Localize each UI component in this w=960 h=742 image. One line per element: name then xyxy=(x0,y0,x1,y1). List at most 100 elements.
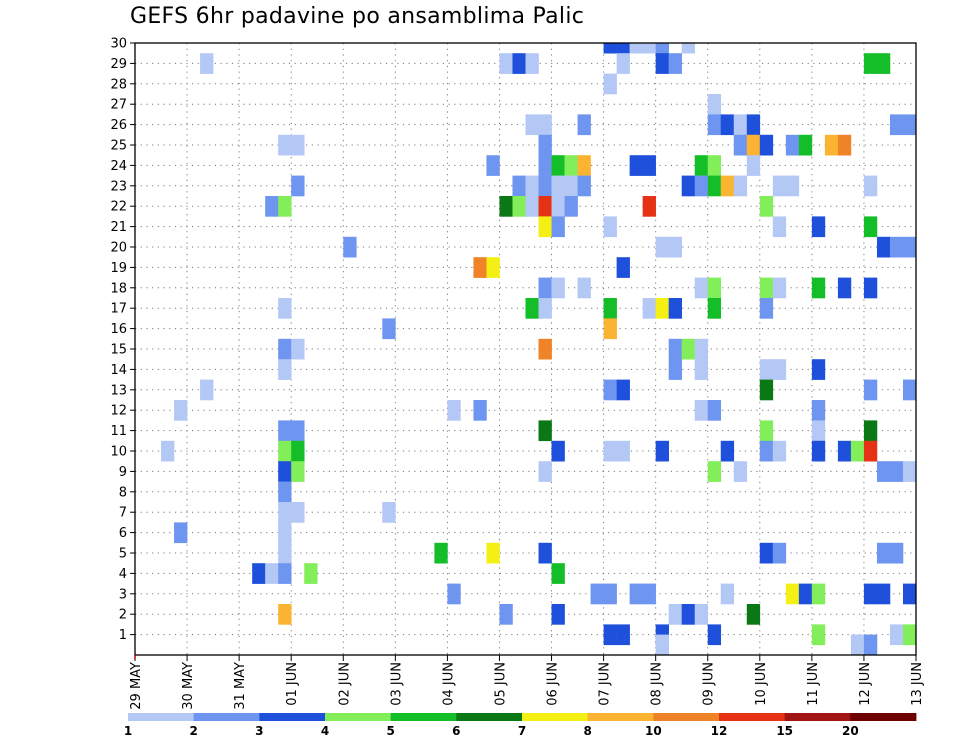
heatmap-cell xyxy=(525,53,539,74)
heatmap-cell xyxy=(902,379,916,401)
heatmap-cell xyxy=(603,43,617,54)
legend-label: 1 xyxy=(124,724,132,738)
heatmap-cell xyxy=(668,298,682,319)
heatmap-cell xyxy=(707,175,722,197)
heatmap-cell xyxy=(278,604,292,625)
heatmap-cell xyxy=(681,43,696,54)
heatmap-cell xyxy=(551,155,565,176)
heatmap-cell xyxy=(759,440,774,462)
heatmap-cell xyxy=(343,236,357,258)
legend-swatch xyxy=(456,713,523,721)
heatmap-cell xyxy=(811,624,826,646)
heatmap-cell xyxy=(642,43,656,54)
heatmap-cell xyxy=(772,359,787,380)
heatmap-cell xyxy=(382,318,396,340)
y-tick-label: 12 xyxy=(110,404,127,419)
heatmap-cell xyxy=(772,216,787,238)
heatmap-cell xyxy=(174,522,188,544)
heatmap-cell xyxy=(278,420,292,442)
y-tick-label: 19 xyxy=(110,261,127,276)
heatmap-cell xyxy=(551,277,565,299)
heatmap-cell xyxy=(759,298,774,319)
heatmap-cell xyxy=(759,420,774,442)
heatmap-cell xyxy=(447,583,461,605)
heatmap-cell xyxy=(278,542,292,564)
heatmap-cell xyxy=(200,53,214,74)
y-tick-label: 10 xyxy=(110,445,127,460)
heatmap-cell xyxy=(785,583,800,605)
heatmap-cell xyxy=(889,114,904,136)
heatmap-cell xyxy=(850,440,865,462)
x-tick-label: 30 MAY xyxy=(181,662,196,710)
heatmap-cell xyxy=(616,379,630,401)
heatmap-cell xyxy=(772,175,787,197)
heatmap-cell xyxy=(746,134,761,156)
heatmap-cell xyxy=(707,461,722,482)
y-tick-label: 8 xyxy=(119,485,127,500)
heatmap-cell xyxy=(278,298,292,319)
heatmap-cell xyxy=(902,461,916,482)
heatmap-cell xyxy=(759,134,774,156)
y-tick-label: 22 xyxy=(110,200,127,215)
heatmap-cell xyxy=(538,338,552,360)
heatmap-cell xyxy=(902,236,916,258)
heatmap-cell xyxy=(863,440,878,462)
x-tick-label: 03 JUN xyxy=(389,662,404,706)
heatmap-cell xyxy=(304,563,318,584)
heatmap-cell xyxy=(616,53,630,74)
heatmap-cell xyxy=(746,155,761,176)
y-tick-label: 13 xyxy=(110,383,127,398)
legend-label: 8 xyxy=(583,724,591,738)
heatmap-cell xyxy=(525,175,539,197)
heatmap-cell xyxy=(642,155,656,176)
heatmap-cell xyxy=(551,440,565,462)
heatmap-cell xyxy=(499,604,513,625)
x-tick-label: 12 JUN xyxy=(858,662,873,706)
heatmap-cell xyxy=(525,196,539,217)
heatmap-cell xyxy=(629,583,643,605)
heatmap-cell xyxy=(538,420,552,442)
heatmap-cell xyxy=(655,43,669,54)
heatmap-cell xyxy=(629,155,643,176)
x-tick-label: 08 JUN xyxy=(650,662,665,706)
heatmap-cell xyxy=(499,53,513,74)
legend-swatch xyxy=(587,713,654,721)
y-tick-label: 15 xyxy=(110,343,127,358)
heatmap-cell xyxy=(759,379,774,401)
heatmap-cell xyxy=(720,583,735,605)
heatmap-cell xyxy=(694,277,709,299)
heatmap-cell xyxy=(889,461,904,482)
x-tick-label: 11 JUN xyxy=(806,662,821,706)
heatmap-cell xyxy=(655,53,669,74)
heatmap-cell xyxy=(278,440,292,462)
y-tick-label: 4 xyxy=(119,567,127,582)
legend-swatch xyxy=(193,713,260,721)
heatmap-cell xyxy=(785,175,800,197)
heatmap-cell xyxy=(824,134,839,156)
x-tick-label: 29 MAY xyxy=(129,662,144,710)
heatmap-cell xyxy=(525,298,539,319)
heatmap-cell xyxy=(512,196,526,217)
heatmap-cell xyxy=(603,624,617,646)
heatmap-cell xyxy=(811,440,826,462)
heatmap-cell xyxy=(538,155,552,176)
heatmap-cell xyxy=(902,583,916,605)
heatmap-cell xyxy=(798,583,813,605)
heatmap-cell xyxy=(785,134,800,156)
legend-label: 5 xyxy=(386,724,394,738)
heatmap-cell xyxy=(564,196,578,217)
heatmap-cell xyxy=(759,277,774,299)
heatmap-cell xyxy=(278,502,292,523)
heatmap-cell xyxy=(863,379,878,401)
heatmap-cell xyxy=(200,379,214,401)
y-tick-label: 18 xyxy=(110,281,127,296)
heatmap-cell xyxy=(746,114,761,136)
y-tick-label: 3 xyxy=(119,587,127,602)
y-tick-label: 9 xyxy=(119,465,127,480)
color-legend: 1 2 3 4 5 6 7 8 10 12 15 20 xyxy=(124,713,917,738)
heatmap-cell xyxy=(694,338,709,360)
y-tick-label: 16 xyxy=(110,322,127,337)
heatmap-cell xyxy=(681,338,696,360)
x-tick-label: 09 JUN xyxy=(702,662,717,706)
heatmap-cell xyxy=(291,461,305,482)
